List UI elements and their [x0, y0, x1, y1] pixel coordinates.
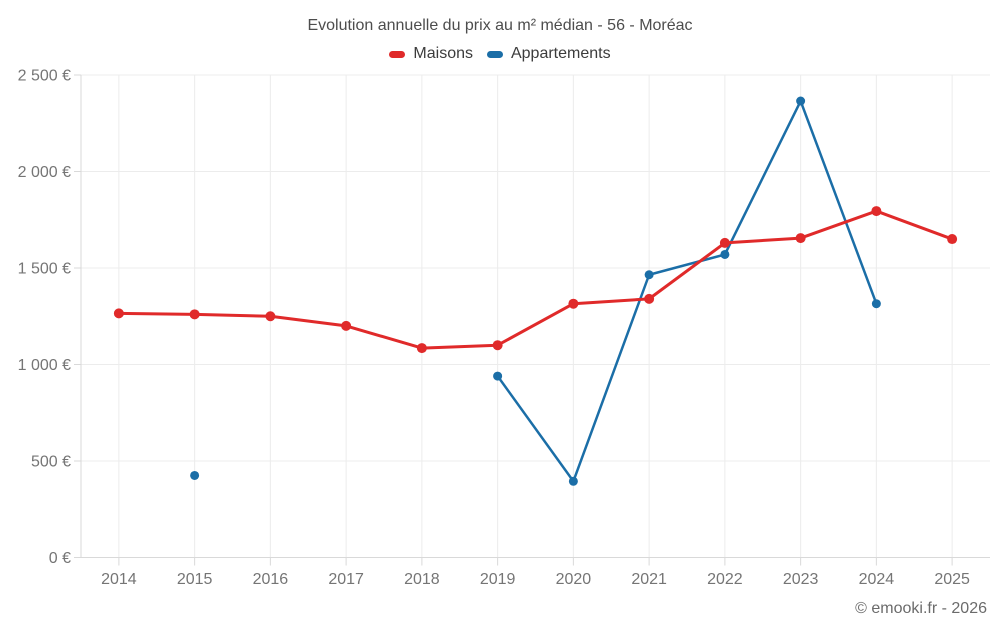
- appartements-point[interactable]: [644, 270, 654, 280]
- y-tick-label: 2 000 €: [18, 164, 71, 181]
- appartements-point[interactable]: [796, 96, 806, 106]
- maisons-point[interactable]: [568, 298, 579, 309]
- x-tick-label: 2015: [177, 571, 213, 588]
- maisons-point[interactable]: [644, 293, 655, 304]
- appartements-point[interactable]: [190, 470, 200, 480]
- copyright-text: © emooki.fr - 2026: [855, 600, 987, 617]
- chart-legend: Maisons Appartements: [0, 45, 1000, 63]
- x-tick-label: 2019: [480, 571, 516, 588]
- maisons-color-swatch: [389, 50, 406, 58]
- axes: [74, 75, 990, 558]
- x-tick-label: 2022: [707, 571, 743, 588]
- appartements-color-swatch: [486, 50, 503, 58]
- x-tick-label: 2016: [253, 571, 289, 588]
- maisons-point[interactable]: [947, 234, 958, 245]
- x-tick-label: 2024: [859, 571, 895, 588]
- series-maisons: [113, 206, 958, 354]
- maisons-point[interactable]: [492, 340, 503, 351]
- appartements-point[interactable]: [568, 476, 578, 486]
- appartements-point[interactable]: [871, 299, 881, 309]
- legend-item-maisons[interactable]: Maisons: [389, 45, 473, 63]
- y-axis-labels: 0 € 500 € 1 000 € 1 500 € 2 000 € 2 500 €: [18, 68, 81, 567]
- maisons-point[interactable]: [113, 308, 124, 319]
- maisons-point[interactable]: [416, 343, 427, 354]
- y-tick-label: 1 000 €: [18, 357, 71, 374]
- maisons-point[interactable]: [189, 309, 200, 320]
- maisons-point[interactable]: [795, 233, 806, 244]
- x-tick-label: 2014: [101, 571, 137, 588]
- maisons-legend-label: Maisons: [413, 45, 473, 62]
- appartements-point[interactable]: [720, 249, 730, 259]
- appartements-point[interactable]: [493, 371, 503, 381]
- maisons-point[interactable]: [341, 320, 352, 331]
- appartements-line: [496, 99, 878, 483]
- maisons-point[interactable]: [871, 206, 882, 217]
- y-tick-label: 500 €: [31, 454, 71, 471]
- x-tick-label: 2023: [783, 571, 819, 588]
- series-appartements: [190, 96, 881, 486]
- x-tick-label: 2025: [934, 571, 970, 588]
- x-tick-label: 2018: [404, 571, 440, 588]
- legend-item-appartements[interactable]: Appartements: [486, 45, 611, 63]
- x-tick-label: 2017: [328, 571, 364, 588]
- y-tick-label: 1 500 €: [18, 261, 71, 278]
- y-tick-label: 2 500 €: [18, 68, 71, 85]
- appartements-legend-label: Appartements: [510, 45, 611, 62]
- maisons-point[interactable]: [265, 311, 276, 322]
- x-tick-label: 2020: [556, 571, 592, 588]
- y-tick-label: 0 €: [49, 550, 71, 567]
- maisons-point[interactable]: [719, 237, 730, 248]
- x-axis-labels: 2014 2015 2016 2017 2018 2019 2020 2021 2022 2023…: [101, 557, 970, 588]
- chart-title: Evolution annuelle du prix au m² médian …: [307, 17, 693, 34]
- x-tick-label: 2021: [631, 571, 667, 588]
- maisons-line: [117, 209, 954, 350]
